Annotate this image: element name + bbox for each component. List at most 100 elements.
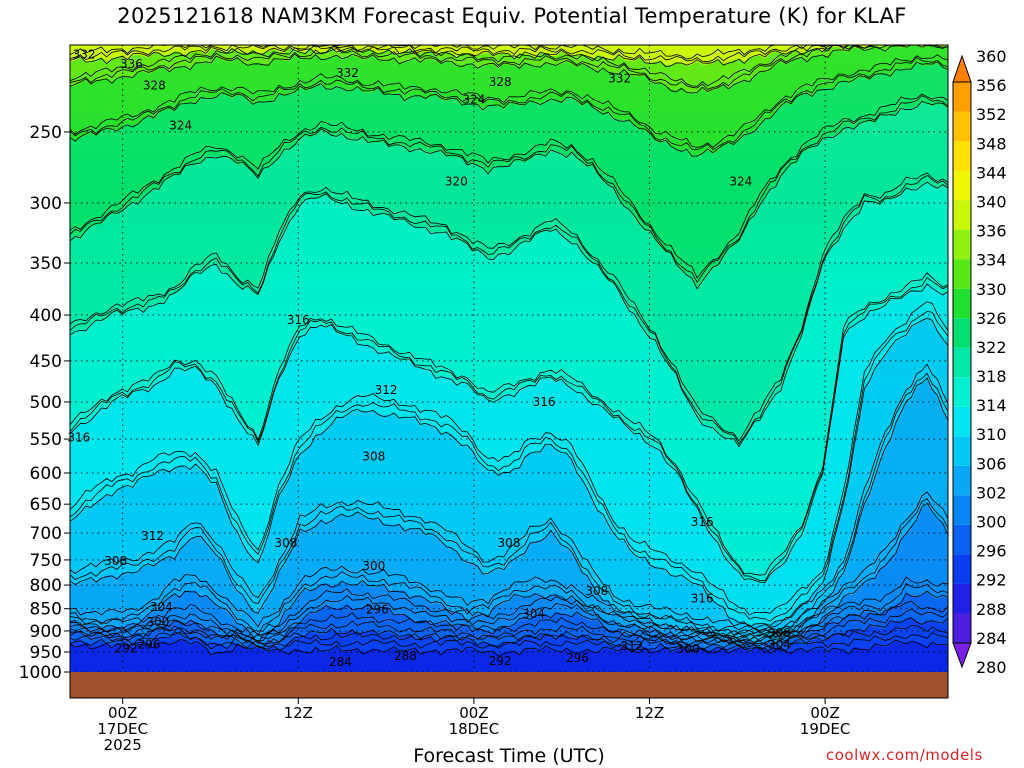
contour-line-304	[70, 498, 948, 640]
y-tick-label: 300	[30, 194, 62, 214]
contour-line-300	[70, 583, 948, 643]
contour-label: 292	[115, 642, 138, 656]
x-tick-label: 18DEC	[449, 720, 500, 738]
colorbar-swatch	[953, 613, 971, 643]
colorbar-swatch	[953, 170, 971, 201]
contour-line-328	[70, 54, 948, 148]
contour-line-308	[70, 372, 948, 636]
colorbar-label: 306	[976, 454, 1007, 473]
y-tick-label: 950	[30, 643, 62, 663]
contour-label: 324	[169, 119, 192, 133]
contour-label: 296	[566, 651, 589, 665]
colorbar-swatch	[953, 259, 971, 289]
contour-label: 316	[691, 515, 714, 529]
colorbar-label: 334	[976, 251, 1007, 270]
contour-label: 320	[445, 175, 468, 189]
contour-line-320	[70, 181, 948, 448]
contour-label: 324	[729, 175, 752, 189]
contour-lines	[70, 45, 948, 657]
colorbar-label: 360	[976, 47, 1007, 66]
contour-line-296	[70, 617, 948, 654]
plot-frame	[69, 44, 949, 699]
x-tick-label: 00Z	[459, 704, 488, 722]
contour-band-300	[70, 504, 948, 649]
contour-label: 284	[329, 655, 352, 669]
chart-title: 2025121618 NAM3KM Forecast Equiv. Potent…	[117, 4, 907, 28]
contour-label: 300	[146, 615, 169, 629]
colorbar-label: 348	[976, 134, 1007, 153]
colorbar-label: 288	[976, 600, 1007, 619]
contour-line-332	[70, 45, 948, 94]
colorbar-swatch	[953, 377, 971, 407]
contour-label: 332	[73, 48, 96, 62]
contour-label: 308	[362, 449, 385, 463]
colorbar-min-triangle	[952, 642, 972, 669]
y-tick-label: 600	[30, 464, 62, 484]
contour-line-296	[70, 600, 948, 639]
y-tick-label: 250	[30, 123, 62, 143]
y-axis: 2503003504004505005506006507007508008509…	[19, 123, 70, 683]
colorbar-swatch	[953, 229, 971, 260]
contour-label: 328	[489, 75, 512, 89]
x-tick-label: 12Z	[635, 704, 664, 722]
contour-label: 304	[150, 600, 173, 614]
contour-label: 300	[677, 642, 700, 656]
y-tick-label: 700	[30, 524, 62, 544]
contour-line-292	[70, 639, 948, 657]
colorbar-label: 300	[976, 513, 1007, 532]
y-tick-label: 350	[30, 254, 62, 274]
x-axis-label: Forecast Time (UTC)	[413, 745, 605, 767]
colorbar-label: 322	[976, 338, 1007, 357]
colorbar-label: 326	[976, 309, 1007, 328]
contour-band-336	[70, 45, 948, 66]
contour-band-320	[70, 101, 948, 449]
contour-line-304	[70, 502, 948, 647]
colorbar-swatch	[953, 495, 971, 525]
colorbar-swatch	[953, 111, 971, 142]
contour-line-320	[70, 175, 948, 445]
x-tick-label: 2025	[104, 736, 142, 754]
contour-line-316	[70, 277, 948, 582]
contour-label: 308	[275, 536, 298, 550]
contour-line-332	[70, 45, 948, 87]
colorbar-label: 344	[976, 163, 1007, 182]
contour-label: 336	[120, 57, 143, 71]
contour-line-320	[70, 172, 948, 442]
contour-line-312	[70, 301, 948, 616]
filled-contour-bands	[70, 45, 948, 672]
contour-band-292	[70, 616, 948, 655]
contour-band-304	[70, 378, 948, 646]
contour-line-328	[70, 61, 948, 157]
contour-label: 316	[287, 313, 310, 327]
contour-line-300	[70, 590, 948, 651]
ground-surface-bar	[70, 672, 948, 698]
credit-text: coolwx.com/models	[826, 746, 983, 764]
contour-label: 324	[462, 92, 485, 106]
colorbar-label: 310	[976, 425, 1007, 444]
contour-label: 316	[67, 431, 90, 445]
contour-band-316	[70, 181, 948, 584]
contour-label: 332	[608, 72, 631, 86]
x-tick-label: 00Z	[108, 704, 137, 722]
x-tick-label: 19DEC	[800, 720, 851, 738]
colorbar-frame	[952, 81, 972, 644]
colorbar-swatch	[953, 347, 971, 378]
contour-label: 312	[375, 383, 398, 397]
contour-band-lowest	[70, 640, 948, 672]
colorbar-swatch	[953, 554, 971, 584]
contour-line-324	[70, 101, 948, 290]
contour-band-312	[70, 282, 948, 628]
y-tick-label: 650	[30, 495, 62, 515]
colorbar-label: 318	[976, 367, 1007, 386]
y-tick-label: 900	[30, 622, 62, 642]
contour-label: 332	[336, 66, 359, 80]
colorbar-label: 284	[976, 629, 1007, 648]
colorbar-swatch	[953, 200, 971, 230]
contour-line-312	[70, 310, 948, 622]
colorbar-max-triangle	[952, 54, 972, 83]
contour-line-336	[70, 45, 948, 68]
contour-line-312	[70, 317, 948, 628]
y-tick-label: 400	[30, 306, 62, 326]
x-tick-label: 12Z	[284, 704, 313, 722]
